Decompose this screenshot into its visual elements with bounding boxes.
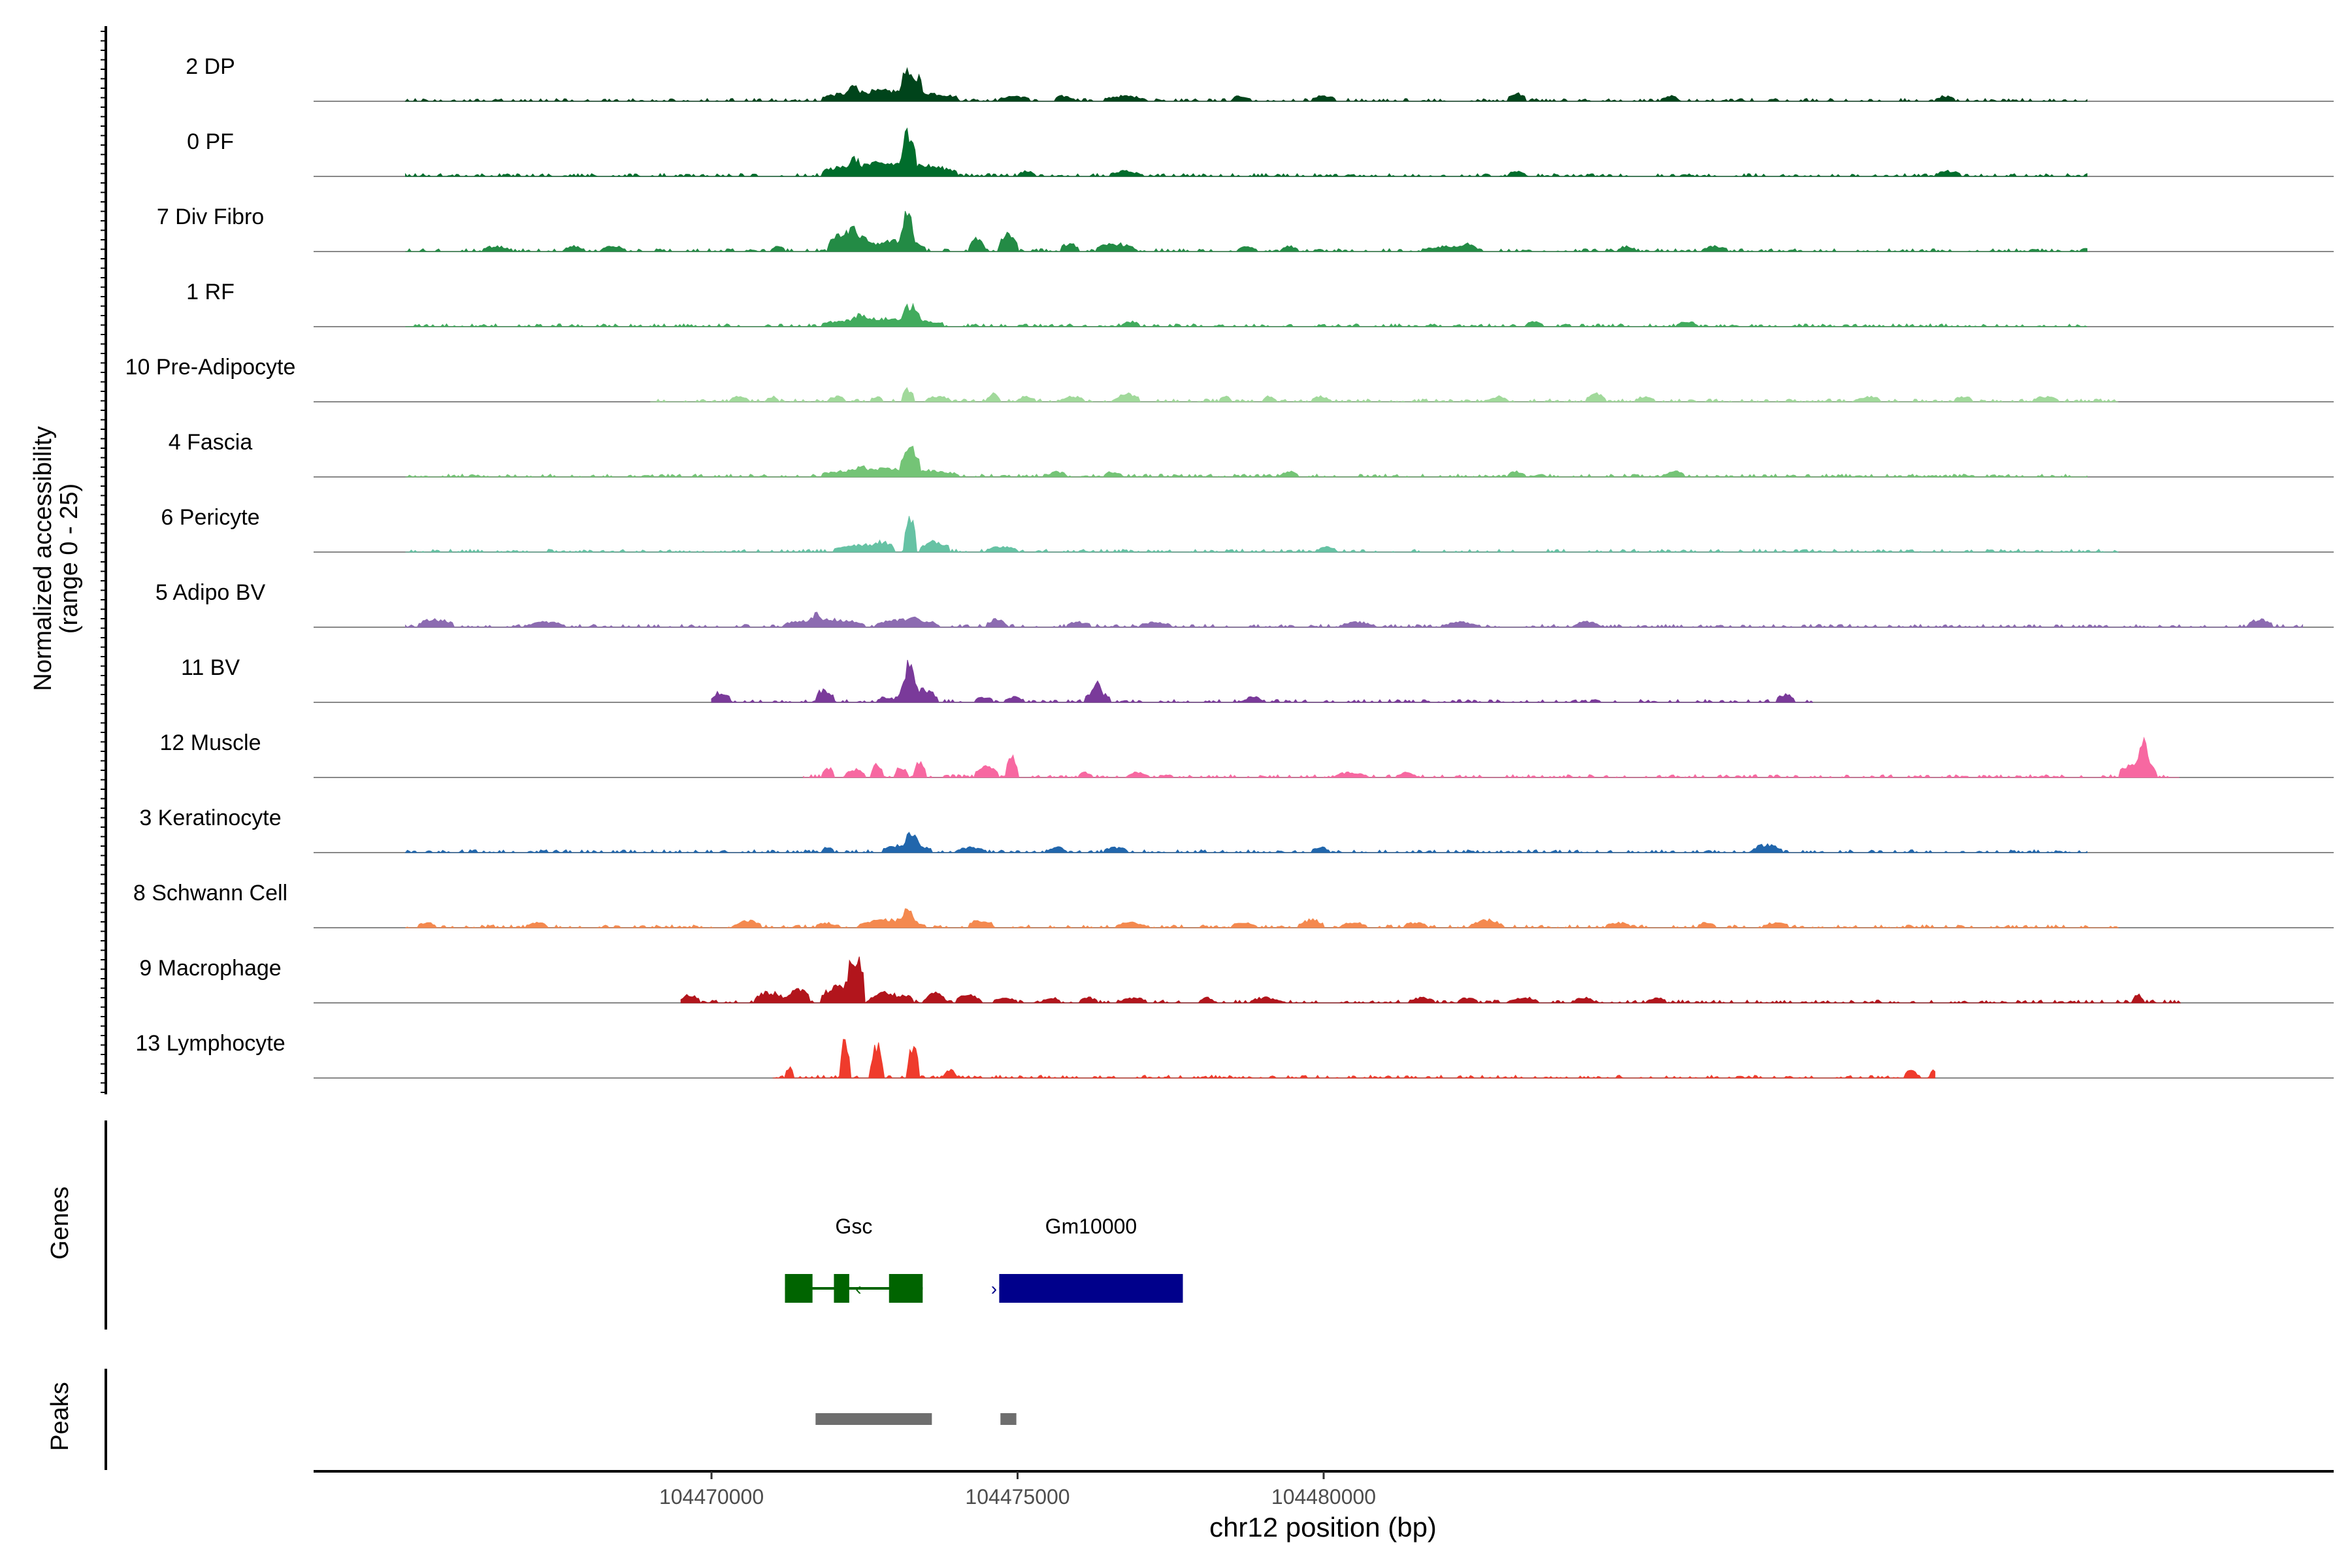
track-label: 8 Schwann Cell — [133, 881, 287, 906]
coverage-area — [650, 387, 2119, 402]
track-label: 2 DP — [186, 54, 235, 79]
track-label: 5 Adipo BV — [155, 580, 266, 605]
coverage-area — [405, 515, 2119, 553]
strand-arrow-icon: › — [991, 1279, 997, 1299]
peaks-panel — [105, 1369, 1017, 1470]
genes-label: Genes — [46, 1186, 74, 1260]
coverage-area — [405, 302, 2087, 327]
track-13-lymphocyte: 13 Lymphocyte — [135, 1031, 2334, 1079]
track-2-dp: 2 DP — [186, 54, 2334, 102]
track-label: 11 BV — [181, 655, 240, 680]
gene-exon — [999, 1274, 1183, 1303]
track-label: 3 Keratinocyte — [139, 806, 281, 830]
track-0-pf: 0 PF — [187, 127, 2334, 177]
track-label: 1 RF — [186, 280, 235, 304]
coverage-area — [680, 956, 2181, 1004]
x-tick-label: 104480000 — [1271, 1485, 1376, 1509]
coverage-area — [711, 659, 1814, 703]
track-1-rf: 1 RF — [186, 280, 2334, 327]
track-label: 0 PF — [187, 129, 234, 154]
coverage-area — [803, 736, 2180, 779]
coverage-area — [404, 67, 2088, 102]
track-label: 4 Fascia — [169, 430, 253, 455]
y-axis-range: (range 0 - 25) — [56, 483, 83, 634]
track-10-pre-adipocyte: 10 Pre-Adipocyte — [125, 355, 2334, 402]
track-4-fascia: 4 Fascia — [169, 430, 2334, 478]
x-tick-label: 104475000 — [965, 1485, 1070, 1509]
track-label: 12 Muscle — [160, 730, 261, 755]
genes-panel: ‹ Gsc › Gm10000 — [105, 1120, 1183, 1330]
track-9-macrophage: 9 Macrophage — [139, 956, 2334, 1004]
x-axis: 104470000 104475000 104480000 — [314, 1470, 2334, 1509]
coverage-area — [404, 832, 2088, 853]
track-8-schwann-cell: 8 Schwann Cell — [133, 881, 2334, 928]
track-3-keratinocyte: 3 Keratinocyte — [139, 806, 2334, 853]
track-label: 9 Macrophage — [139, 956, 281, 981]
track-12-muscle: 12 Muscle — [160, 730, 2334, 779]
x-axis-title: chr12 position (bp) — [1209, 1512, 1437, 1543]
gene-gsc: ‹ Gsc — [785, 1215, 923, 1303]
coverage-area — [405, 908, 2119, 928]
gene-gm10000: › Gm10000 — [991, 1215, 1183, 1303]
coverage-area — [404, 127, 2088, 177]
coverage-area — [405, 446, 2088, 478]
coverage-area — [405, 210, 2088, 253]
track-6-pericyte: 6 Pericyte — [161, 505, 2334, 553]
gene-name: Gm10000 — [1045, 1215, 1137, 1238]
track-label: 13 Lymphocyte — [135, 1031, 285, 1056]
x-tick-label: 104470000 — [659, 1485, 764, 1509]
track-label: 10 Pre-Adipocyte — [125, 355, 296, 380]
gene-exon — [785, 1274, 813, 1303]
track-label: 7 Div Fibro — [157, 204, 264, 229]
track-7-div-fibro: 7 Div Fibro — [157, 204, 2334, 253]
track-5-adipo-bv: 5 Adipo BV — [155, 580, 2334, 628]
peaks-label: Peaks — [46, 1382, 74, 1451]
y-axis — [101, 26, 107, 1094]
coverage-area — [772, 1039, 1936, 1079]
coverage-tracks: 2 DP 0 PF 7 Div Fibro 1 RF 10 Pre-Adipocyte 4… — [125, 54, 2334, 1079]
gene-name: Gsc — [835, 1215, 872, 1238]
track-label: 6 Pericyte — [161, 505, 259, 530]
gene-exon — [889, 1274, 923, 1303]
track-11-bv: 11 BV — [181, 655, 2334, 703]
strand-arrow-icon: ‹ — [855, 1279, 861, 1299]
peak-region — [815, 1413, 932, 1425]
coverage-area — [404, 612, 2304, 628]
y-axis-title: Normalized accessibility — [29, 426, 57, 691]
peak-region — [1000, 1413, 1017, 1425]
gene-exon — [834, 1274, 849, 1303]
